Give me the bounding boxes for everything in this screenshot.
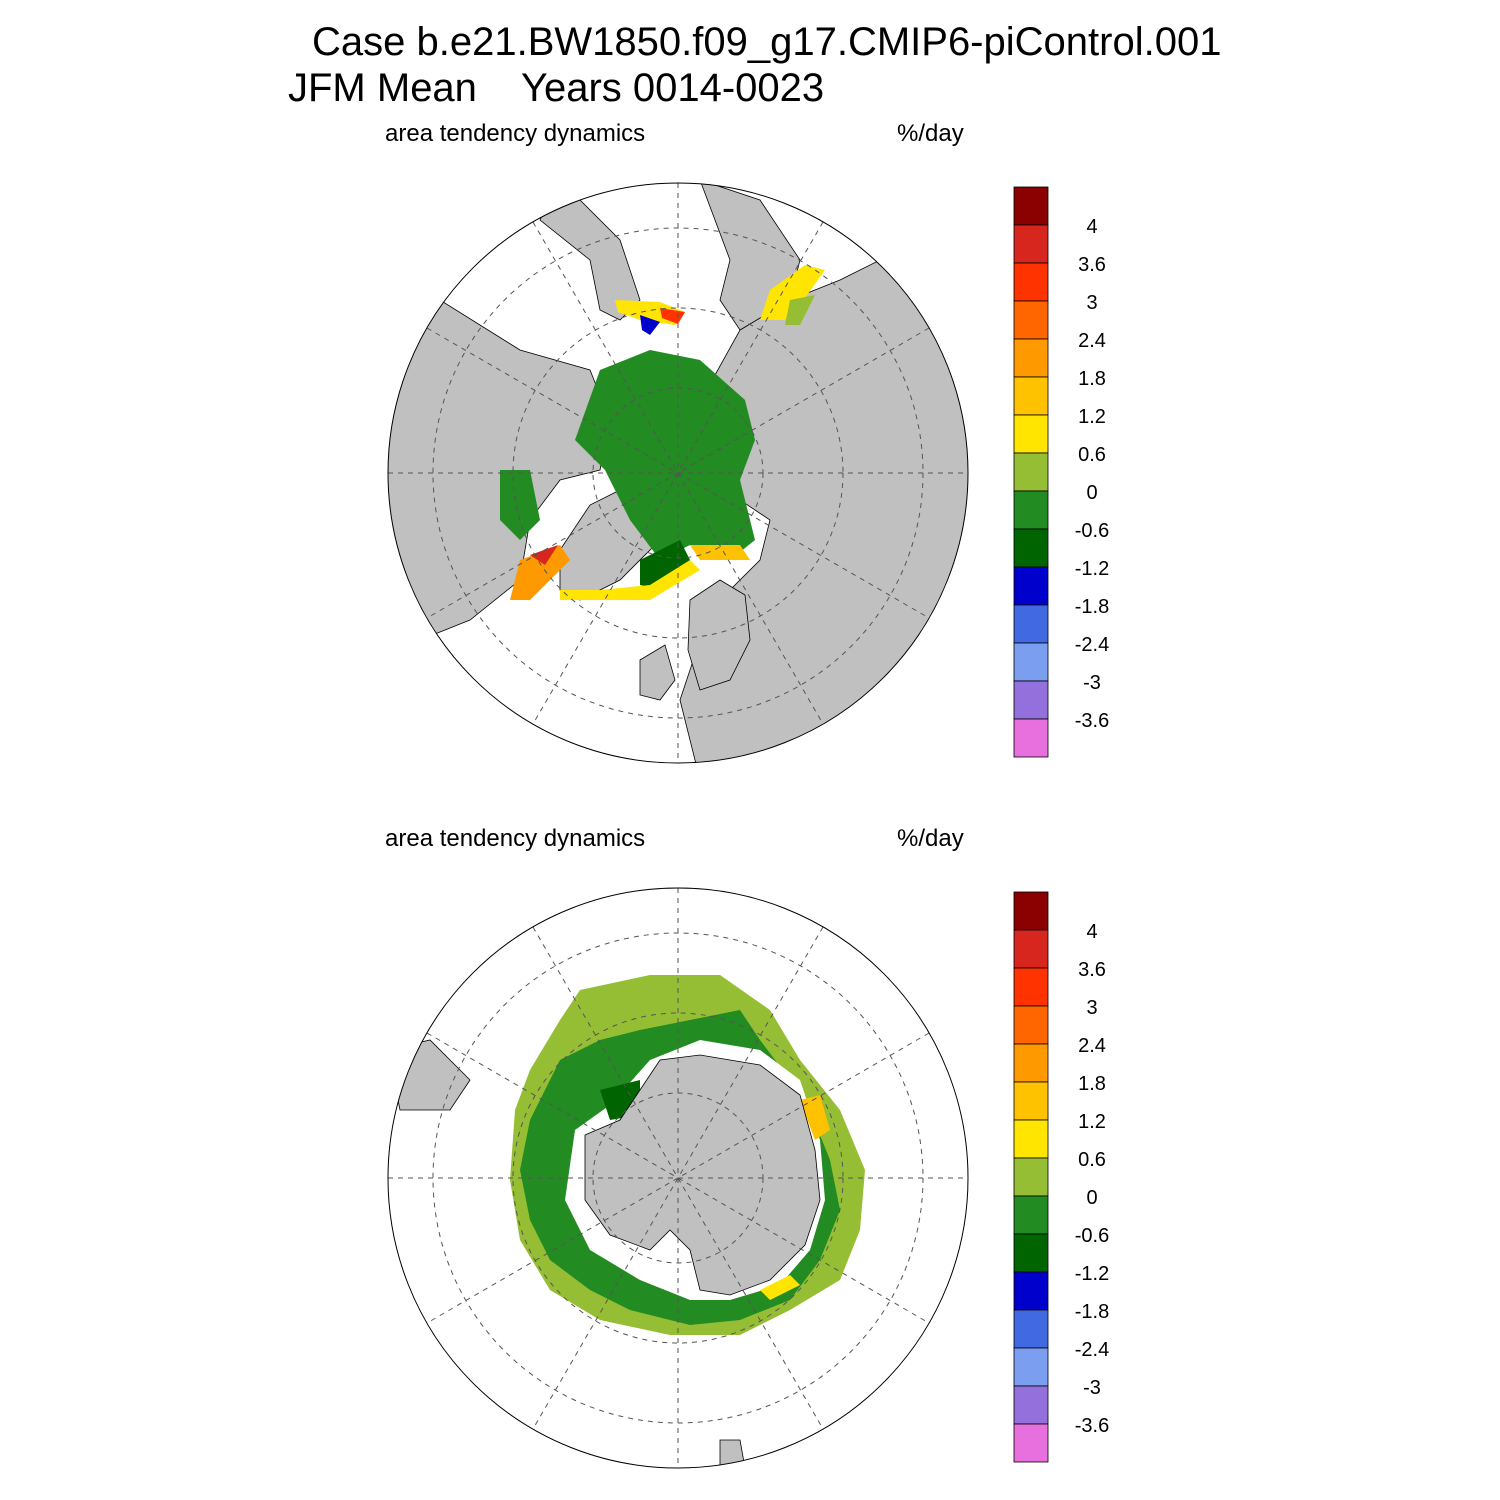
south-colorbar-tick-label: 1.8 [1078, 1073, 1106, 1095]
south-colorbar-tick-label: -3 [1083, 1377, 1101, 1399]
south-island-land [719, 1439, 746, 1468]
south-colorbar-swatch [1013, 891, 1049, 931]
north-colorbar: 4 3.6 3 2.4 1.8 1.2 0.6 0 -0.6 -1.2 -1.8 -2.4 -3 -3.6 [1013, 186, 1109, 758]
season-label: JFM Mean [288, 66, 477, 110]
south-colorbar-swatch [1013, 1233, 1049, 1273]
north-colorbar-tick-label: -0.6 [1075, 520, 1109, 542]
south-colorbar-tick-label: -0.6 [1075, 1225, 1109, 1247]
antarctica-land [584, 1054, 821, 1296]
north-colorbar-swatch [1013, 186, 1049, 226]
south-colorbar-tick-label: 1.2 [1078, 1111, 1106, 1133]
south-colorbar-swatch [1013, 1157, 1049, 1197]
north-colorbar-tick-label: -1.8 [1075, 596, 1109, 618]
north-colorbar-swatch [1013, 604, 1049, 644]
north-colorbar-tick-label: 2.4 [1078, 330, 1106, 352]
south-units-label: %/day [897, 825, 964, 852]
north-colorbar-tick-label: -3 [1083, 672, 1101, 694]
north-polar-map: 4 3.6 3 2.4 1.8 1.2 0.6 0 -0.6 -1.2 -1.8 -2.4 -3 -3.6 [387, 182, 1109, 764]
south-colorbar-tick-label: 3.6 [1078, 959, 1106, 981]
north-colorbar-swatch [1013, 528, 1049, 568]
north-colorbar-swatch [1013, 566, 1049, 606]
north-colorbar-swatch [1013, 300, 1049, 340]
south-colorbar-swatch [1013, 1385, 1049, 1425]
south-colorbar-swatch [1013, 1423, 1049, 1463]
south-colorbar-swatch [1013, 1271, 1049, 1311]
north-colorbar-tick-label: 4 [1086, 216, 1097, 238]
south-colorbar-tick-label: -3.6 [1075, 1415, 1109, 1437]
south-colorbar-swatch [1013, 1309, 1049, 1349]
north-units-label: %/day [897, 120, 964, 147]
south-variable-label: area tendency dynamics [385, 825, 646, 852]
south-map-frame [387, 887, 969, 1469]
south-colorbar: 4 3.6 3 2.4 1.8 1.2 0.6 0 -0.6 -1.2 -1.8 -2.4 -3 -3.6 [1013, 891, 1109, 1463]
south-colorbar-swatch [1013, 1347, 1049, 1387]
north-colorbar-swatch [1013, 718, 1049, 758]
south-colorbar-tick-label: -1.2 [1075, 1263, 1109, 1285]
south-colorbar-tick-label: 0.6 [1078, 1149, 1106, 1171]
north-colorbar-swatch [1013, 224, 1049, 264]
south-colorbar-swatch [1013, 1081, 1049, 1121]
north-colorbar-swatch [1013, 338, 1049, 378]
south-colorbar-tick-label: -2.4 [1075, 1339, 1109, 1361]
north-colorbar-tick-label: 1.8 [1078, 368, 1106, 390]
north-colorbar-tick-label: 1.2 [1078, 406, 1106, 428]
north-colorbar-swatch [1013, 376, 1049, 416]
south-colorbar-tick-label: -1.8 [1075, 1301, 1109, 1323]
figure-title-period: JFM Mean Years 0014-0023 [288, 66, 824, 111]
north-colorbar-swatch [1013, 680, 1049, 720]
north-map-frame [387, 182, 969, 764]
south-colorbar-swatch [1013, 1005, 1049, 1045]
south-colorbar-swatch [1013, 1043, 1049, 1083]
north-colorbar-tick-label: 3 [1086, 292, 1097, 314]
north-colorbar-swatch [1013, 262, 1049, 302]
north-colorbar-tick-label: 0.6 [1078, 444, 1106, 466]
north-variable-label: area tendency dynamics [385, 120, 646, 147]
south-colorbar-tick-label: 2.4 [1078, 1035, 1106, 1057]
south-colorbar-swatch [1013, 929, 1049, 969]
south-colorbar-tick-label: 3 [1086, 997, 1097, 1019]
south-colorbar-tick-label: 4 [1086, 921, 1097, 943]
north-colorbar-tick-label: -1.2 [1075, 558, 1109, 580]
south-colorbar-swatch [1013, 967, 1049, 1007]
north-colorbar-tick-label: 0 [1086, 482, 1097, 504]
south-graticule [388, 888, 968, 1468]
north-graticule [388, 183, 968, 763]
north-field [500, 265, 825, 600]
figure-title-case: Case b.e21.BW1850.f09_g17.CMIP6-piContro… [312, 20, 1222, 64]
years-label: Years 0014-0023 [520, 66, 825, 110]
north-colorbar-tick-label: 3.6 [1078, 254, 1106, 276]
south-colorbar-swatch [1013, 1119, 1049, 1159]
north-colorbar-swatch [1013, 414, 1049, 454]
south-colorbar-swatch [1013, 1195, 1049, 1235]
north-colorbar-tick-label: -3.6 [1075, 710, 1109, 732]
north-colorbar-swatch [1013, 490, 1049, 530]
south-colorbar-tick-label: 0 [1086, 1187, 1097, 1209]
north-colorbar-tick-label: -2.4 [1075, 634, 1109, 656]
north-colorbar-swatch [1013, 642, 1049, 682]
